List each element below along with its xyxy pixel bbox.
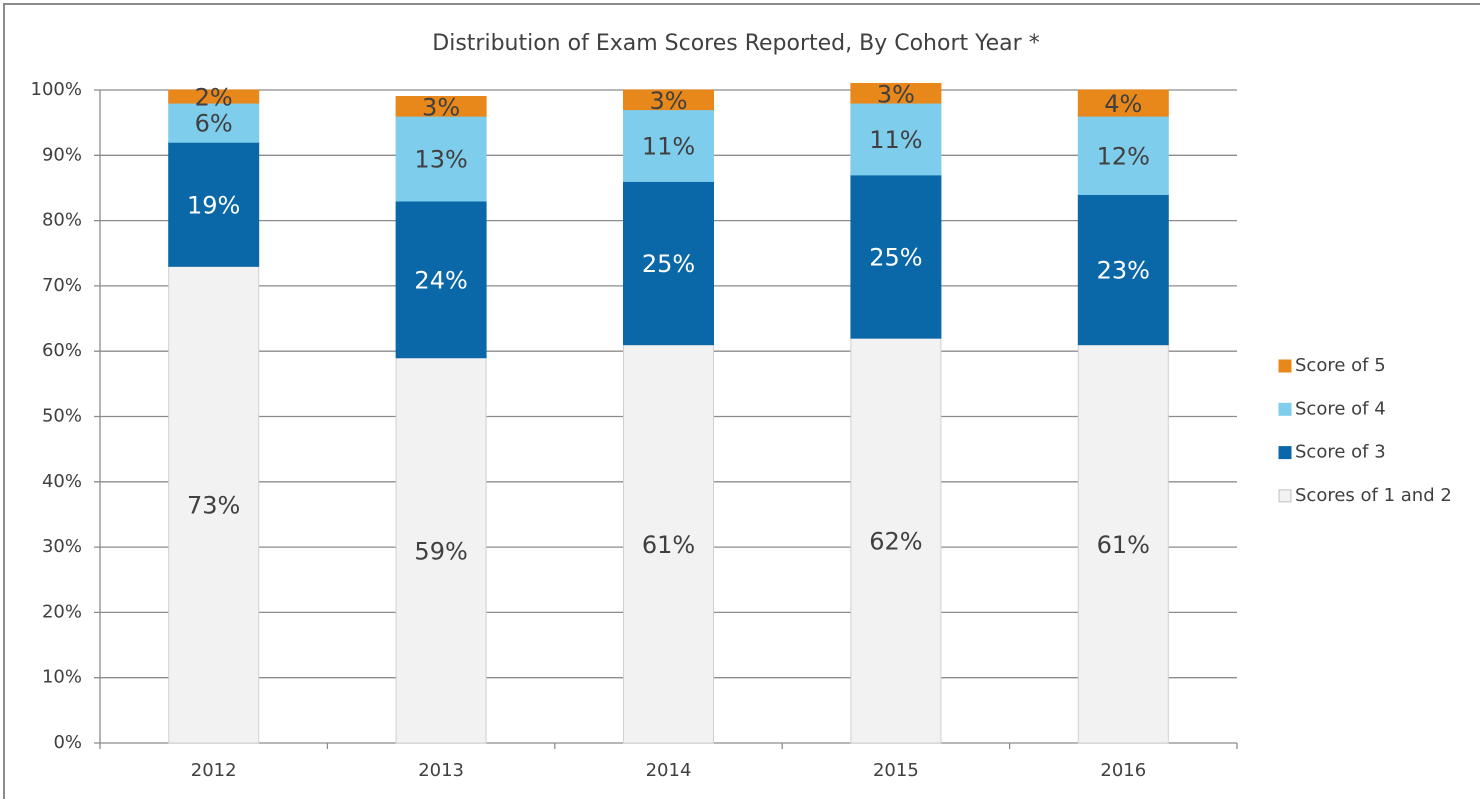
bar-segment [395,96,487,117]
y-tick-label: 90% [42,144,82,165]
legend-label: Score of 3 [1295,442,1386,463]
data-label: 3% [649,87,687,115]
bar-segment [623,180,714,346]
y-tick-label: 20% [42,601,82,622]
data-label: 6% [195,110,233,138]
bar-segment [168,89,260,104]
data-label: 23% [1097,257,1150,285]
legend-swatch [1278,489,1292,503]
bar-segment [395,200,487,359]
data-label: 11% [869,126,922,154]
y-tick-label: 100% [31,79,82,100]
data-label: 13% [414,146,467,174]
bar-segment [395,357,487,744]
bar-segment [623,109,714,182]
y-tick-label: 30% [42,536,82,557]
bar-segment [850,82,942,104]
data-label: 12% [1097,142,1150,170]
data-label: 59% [414,537,467,565]
x-tick-label: 2016 [1100,760,1146,781]
y-tick-label: 0% [53,732,82,753]
data-label: 24% [414,266,467,294]
bar-segment [1077,115,1169,195]
bar-segment [1077,193,1169,346]
y-tick-label: 60% [42,340,82,361]
data-label: 25% [642,250,695,278]
bar-segment [168,141,260,267]
bar-segment [850,337,942,744]
data-label: 73% [187,492,240,520]
data-label: 62% [869,528,922,556]
bar-segment [623,344,714,744]
bar-segment [1077,89,1169,117]
bar-segment [850,102,942,176]
x-tick-label: 2012 [191,760,237,781]
data-label: 3% [422,93,460,121]
data-label: 61% [642,531,695,559]
legend-label: Score of 4 [1295,398,1386,419]
y-tick-label: 10% [42,667,82,688]
x-tick-label: 2013 [418,760,464,781]
data-label: 25% [869,244,922,272]
legend-swatch [1278,359,1292,373]
legend-label: Scores of 1 and 2 [1295,485,1452,506]
y-tick-label: 70% [42,275,82,296]
legend-swatch [1278,402,1292,416]
data-label: 11% [642,133,695,161]
bar-segment [623,89,714,111]
data-label: 4% [1104,90,1142,118]
bar-segment [1077,344,1169,744]
data-label: 19% [187,191,240,219]
legend-swatch [1278,446,1292,460]
bar-segment [168,102,260,143]
x-tick-label: 2015 [873,760,919,781]
chart-title: Distribution of Exam Scores Reported, By… [432,31,1039,56]
x-tick-label: 2014 [646,760,692,781]
legend-label: Score of 5 [1295,355,1386,376]
data-label: 2% [195,84,233,112]
data-label: 61% [1097,531,1150,559]
data-label: 3% [877,80,915,108]
bar-segment [168,265,260,744]
bar-segment [850,174,942,339]
y-tick-label: 80% [42,210,82,231]
bar-segment [395,115,487,202]
y-tick-label: 40% [42,471,82,492]
y-tick-label: 50% [42,406,82,427]
